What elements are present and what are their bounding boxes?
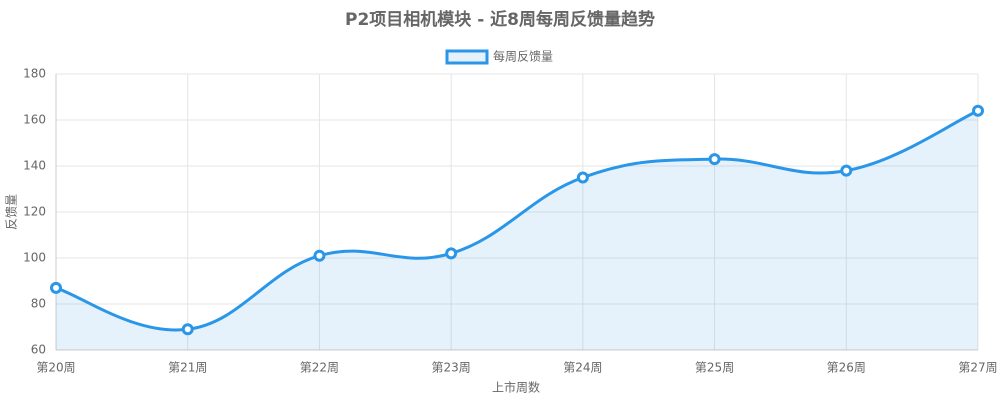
x-tick-label: 第26周 — [827, 361, 866, 375]
x-tick-label: 第27周 — [958, 361, 997, 375]
y-tick-label: 160 — [23, 113, 46, 127]
y-axis-label: 反馈量 — [5, 194, 19, 230]
point — [708, 153, 721, 166]
y-tick-label: 140 — [23, 159, 46, 173]
point — [181, 323, 194, 336]
y-tick-label: 180 — [23, 67, 46, 81]
point — [840, 164, 853, 177]
point — [313, 249, 326, 262]
point — [50, 281, 62, 294]
y-tick-label: 100 — [23, 251, 46, 265]
x-tick-label: 第22周 — [300, 361, 339, 375]
y-tick-label: 80 — [31, 297, 46, 311]
x-tick-label: 第20周 — [36, 361, 75, 375]
area — [56, 110, 978, 350]
legend-swatch — [445, 49, 489, 65]
x-axis-label: 上市周数 — [492, 380, 540, 395]
y-tick-label: 60 — [31, 343, 46, 357]
y-tick-label: 120 — [23, 205, 46, 219]
line — [55, 109, 979, 332]
x-tick-label: 第21周 — [168, 361, 207, 375]
x-tick-label: 第23周 — [432, 361, 471, 375]
legend-label: 每周反馈量 — [493, 49, 553, 64]
point — [576, 171, 589, 184]
x-tick-label: 第24周 — [563, 361, 602, 375]
point — [972, 104, 984, 117]
point — [445, 247, 458, 260]
chart-title: P2项目相机模块 - 近8周每周反馈量趋势 — [345, 9, 655, 30]
x-tick-label: 第25周 — [695, 361, 734, 375]
